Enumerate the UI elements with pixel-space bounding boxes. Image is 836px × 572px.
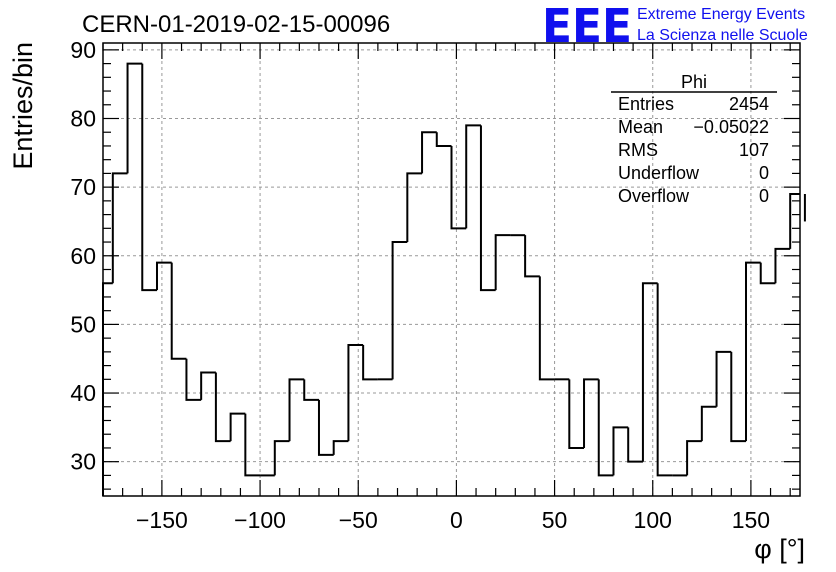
histogram-bin (656, 283, 673, 477)
histogram-bin (185, 358, 202, 401)
histogram-bin (686, 440, 702, 476)
histogram-bin (391, 241, 408, 380)
stats-underflow-value: 0 (759, 163, 769, 183)
histogram-bin (200, 371, 216, 400)
stats-overflow-value: 0 (759, 186, 769, 206)
histogram-bin (538, 276, 555, 381)
y-tick-label: 40 (70, 380, 96, 406)
histogram-bin (774, 247, 791, 284)
histogram-bin (273, 440, 290, 476)
y-tick-label: 50 (70, 311, 96, 337)
y-tick-label: 60 (70, 243, 96, 269)
stats-overflow-label: Overflow (618, 186, 690, 206)
stats-mean-label: Mean (618, 117, 663, 137)
x-tick-label: 150 (732, 507, 770, 533)
histogram-bin (450, 145, 467, 230)
histogram-bin (126, 62, 143, 174)
axes (102, 42, 801, 497)
chart-title: CERN-01-2019-02-15-00096 (82, 11, 390, 38)
histogram-bin (421, 131, 437, 174)
histogram-bin (612, 426, 629, 476)
x-tick-label: −150 (136, 507, 188, 533)
histogram-bin (141, 63, 157, 292)
stats-underflow-label: Underflow (618, 163, 700, 183)
histogram-bin (627, 427, 643, 463)
histogram-bin (214, 372, 231, 443)
histogram-bin (597, 379, 614, 477)
eee-logo-line1: Extreme Energy Events (637, 6, 805, 23)
y-tick-label: 30 (70, 449, 96, 475)
histogram-bin (641, 282, 658, 462)
histogram-bin (288, 378, 305, 442)
eee-logo: EEE Extreme Energy Events La Scienza nel… (542, 0, 808, 53)
histogram-bin (700, 405, 717, 442)
histogram-bin (102, 282, 113, 496)
histogram-bin (583, 378, 599, 448)
stats-entries-label: Entries (618, 94, 674, 114)
histogram-bin (568, 379, 585, 449)
histogram-bin (170, 262, 187, 360)
histogram-bin (435, 132, 452, 147)
x-axis-label: φ [°] (754, 534, 805, 564)
histogram-bin (332, 440, 349, 455)
histogram-bin (759, 262, 776, 285)
stats-rms-label: RMS (618, 140, 658, 160)
plot-frame (102, 42, 801, 497)
stats-mean-value: −0.05022 (693, 117, 769, 137)
stats-box-title: Phi (681, 72, 707, 92)
histogram-bin (244, 413, 261, 477)
eee-logo-line2: La Scienza nelle Scuole (637, 27, 808, 44)
histogram-bin (465, 124, 481, 229)
histogram-bin (303, 379, 319, 401)
histogram-bin (362, 345, 378, 381)
histogram-bin (111, 172, 128, 284)
tick-labels: −150 −100 −50 0 50 100 150 30 40 50 60 70 80 90 (70, 37, 770, 533)
histogram-bin (745, 261, 761, 442)
y-tick-label: 70 (70, 174, 96, 200)
histogram-bin (155, 261, 172, 291)
y-tick-label: 80 (70, 106, 96, 132)
stats-rms-value: 107 (739, 140, 769, 160)
x-tick-label: 0 (450, 507, 463, 533)
histogram-bin (347, 344, 364, 442)
stats-box: Phi Entries 2454 Mean −0.05022 RMS 107 U… (611, 72, 777, 206)
y-tick-label: 90 (70, 37, 96, 63)
histogram-bin (524, 235, 540, 278)
x-tick-label: 100 (634, 507, 672, 533)
histogram-bin (789, 193, 800, 249)
x-tick-label: −100 (234, 507, 286, 533)
histogram-bin (229, 412, 246, 442)
histogram-bin (730, 351, 747, 443)
stats-entries-value: 2454 (729, 94, 769, 114)
grid-lines (103, 43, 800, 496)
histogram-bin (317, 399, 334, 456)
histogram-bin (479, 125, 496, 292)
histogram-bin (715, 350, 732, 407)
x-tick-label: 50 (542, 507, 568, 533)
y-axis-label: Entries/bin (8, 42, 38, 170)
histogram-bin (406, 172, 423, 243)
histogram-bin (494, 234, 511, 291)
eee-logo-mark: EEE (542, 0, 632, 53)
x-tick-label: −50 (339, 507, 378, 533)
